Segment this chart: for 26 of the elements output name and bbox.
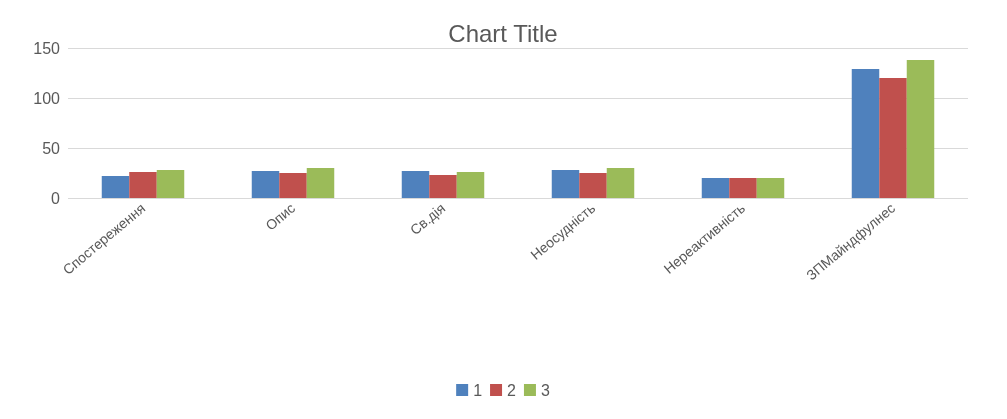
bar <box>879 78 907 198</box>
bar <box>401 171 430 198</box>
chart-title: Chart Title <box>448 19 558 47</box>
bar <box>456 172 485 198</box>
bar <box>156 170 185 198</box>
bar <box>251 171 280 198</box>
bar <box>579 173 607 198</box>
y-tick-label: 150 <box>33 39 61 57</box>
bar <box>129 172 157 198</box>
y-tick-label: 0 <box>51 189 61 207</box>
legend-label: 3 <box>540 381 550 399</box>
y-tick-label: 50 <box>42 139 61 157</box>
bar <box>851 69 880 198</box>
bar <box>701 178 730 198</box>
bar <box>551 170 580 198</box>
bar <box>101 176 130 198</box>
bar <box>429 175 457 198</box>
bar <box>906 60 935 198</box>
y-tick-label: 100 <box>33 89 61 107</box>
legend-label: 2 <box>507 381 517 399</box>
bar <box>279 173 307 198</box>
bar <box>306 168 335 198</box>
bar <box>606 168 635 198</box>
bar <box>756 178 785 198</box>
legend-label: 1 <box>473 381 483 399</box>
bar <box>729 178 757 198</box>
